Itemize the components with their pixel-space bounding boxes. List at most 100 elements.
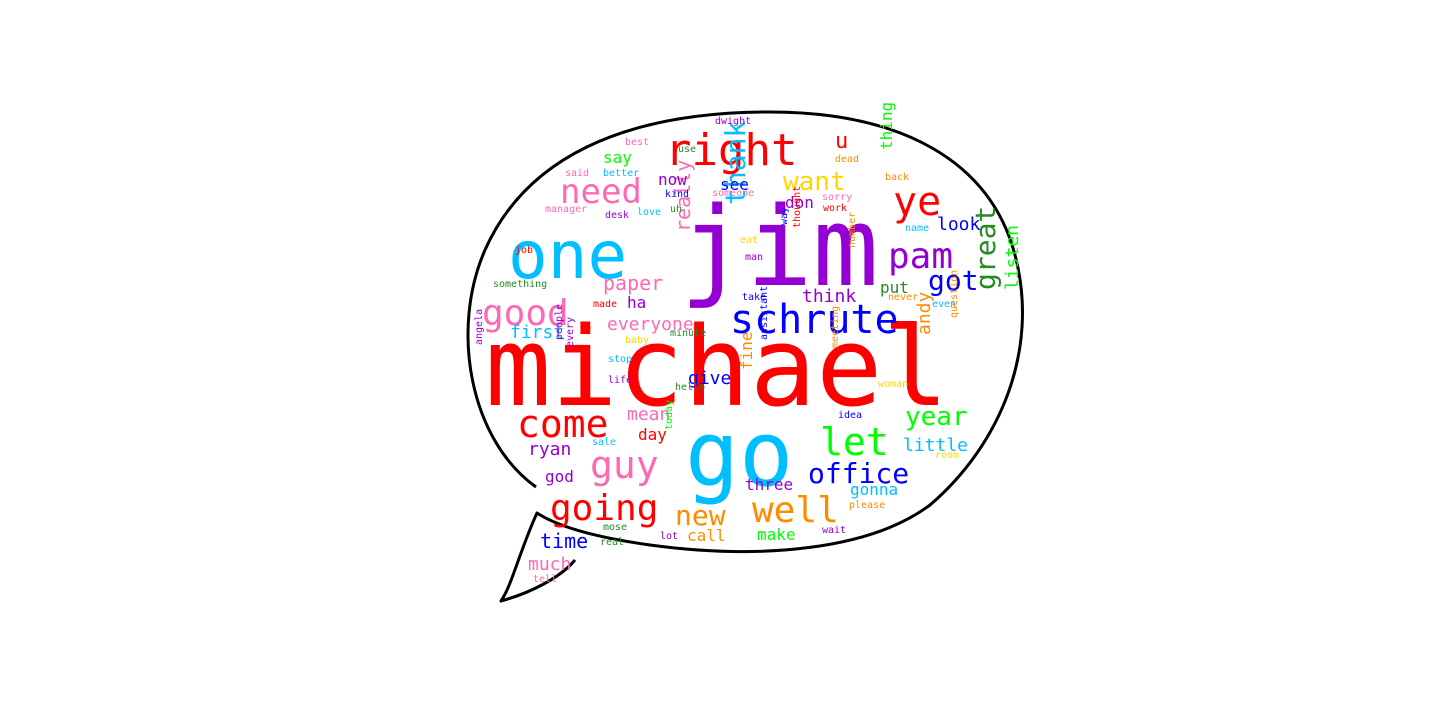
- word-manager: manager: [545, 204, 587, 215]
- word-want: want: [783, 167, 846, 197]
- speech-bubble-outline: [466, 110, 1024, 603]
- word-god: god: [545, 467, 574, 486]
- word-baby: baby: [625, 335, 649, 346]
- word-desk: desk: [605, 210, 629, 221]
- word-mose: mose: [603, 522, 627, 533]
- word-put: put: [880, 278, 909, 297]
- word-paper: paper: [603, 271, 663, 295]
- word-even: even: [932, 299, 956, 310]
- word-year: year: [905, 402, 968, 432]
- word-great: great: [969, 206, 1002, 290]
- word-time: time: [540, 529, 588, 553]
- word-mean: mean: [627, 404, 670, 425]
- word-andy: andy: [914, 291, 935, 335]
- word-woman: woman: [878, 379, 908, 390]
- word-say: say: [603, 148, 632, 167]
- word-make: make: [757, 525, 796, 544]
- word-man: man: [745, 252, 763, 263]
- word-listen: listen: [1002, 225, 1023, 290]
- word-look: look: [937, 214, 981, 235]
- word-assistant: assistant: [759, 286, 770, 340]
- word-one: one: [508, 217, 627, 294]
- word-everyone: everyone: [607, 314, 694, 335]
- word-sale: sale: [592, 437, 616, 448]
- word-question: question: [949, 270, 960, 318]
- word-little: little: [903, 435, 968, 456]
- word-really: really: [671, 160, 695, 232]
- word-new: new: [675, 499, 726, 532]
- word-work: work: [823, 203, 847, 214]
- word-hello: hello: [675, 382, 705, 393]
- word-schrute: schrute: [730, 297, 899, 343]
- word-room: room: [935, 450, 959, 461]
- word-ha: ha: [627, 293, 646, 312]
- word-ryan: ryan: [528, 439, 571, 460]
- word-well: well: [752, 490, 839, 531]
- word-life: life: [608, 375, 632, 386]
- word-something: something: [493, 279, 547, 290]
- word-much: much: [528, 554, 571, 575]
- word-day: day: [638, 425, 667, 444]
- word-love: love: [637, 207, 661, 218]
- word-number: number: [847, 212, 858, 248]
- word-idea: idea: [838, 410, 862, 421]
- word-lot: lot: [660, 531, 678, 542]
- word-kind: kind: [665, 189, 689, 200]
- word-use: use: [678, 144, 696, 155]
- word-let: let: [820, 420, 889, 464]
- word-back: back: [885, 172, 909, 183]
- word-thought: thought: [792, 186, 803, 228]
- word-pam: pam: [888, 236, 953, 277]
- word-first: first: [510, 322, 564, 343]
- word-call: call: [687, 526, 726, 545]
- word-said: said: [565, 168, 589, 179]
- word-give: give: [688, 368, 731, 389]
- word-name: name: [905, 223, 929, 234]
- word-jim: jim: [680, 183, 879, 311]
- word-got: got: [928, 264, 979, 297]
- word-real: real: [600, 537, 624, 548]
- word-uh: uh: [670, 204, 682, 215]
- word-people: people: [554, 304, 565, 340]
- word-ye: ye: [893, 179, 941, 225]
- word-stop: stop: [608, 354, 632, 365]
- word-see: see: [720, 175, 749, 194]
- word-right: right: [665, 125, 797, 176]
- word-now: now: [658, 170, 687, 189]
- word-made: made: [593, 299, 617, 310]
- word-someone: someone: [712, 188, 754, 199]
- word-eat: eat: [740, 235, 758, 246]
- word-sorry: sorry: [822, 192, 852, 203]
- word-way: way: [779, 207, 790, 225]
- word-dwight: dwight: [715, 116, 751, 127]
- word-wait: wait: [822, 525, 846, 536]
- word-dead: dead: [835, 154, 859, 165]
- word-fine: fine: [737, 331, 756, 370]
- word-meeting: meeting: [830, 306, 841, 348]
- word-angela: angela: [474, 309, 485, 345]
- word-tell: tell: [533, 574, 557, 585]
- word-michael: michael: [485, 303, 949, 431]
- word-better: better: [603, 168, 639, 179]
- word-go: go: [685, 402, 793, 507]
- word-thing: thing: [877, 102, 896, 150]
- word-minute: minute: [670, 328, 706, 339]
- word-never: never: [888, 292, 918, 303]
- word-three: three: [745, 475, 793, 494]
- word-think: think: [802, 286, 856, 307]
- word-today: today: [664, 400, 675, 430]
- word-guy: guy: [590, 443, 659, 487]
- word-every: every: [565, 317, 576, 347]
- word-going: going: [550, 488, 658, 529]
- word-don: don: [785, 193, 814, 212]
- word-good: good: [482, 293, 569, 334]
- word-u: u: [835, 129, 848, 154]
- word-need: need: [560, 172, 642, 212]
- word-best: best: [625, 137, 649, 148]
- word-come: come: [517, 402, 609, 446]
- word-please: please: [849, 500, 885, 511]
- word-gonna: gonna: [850, 480, 898, 499]
- word-take: take: [742, 292, 766, 303]
